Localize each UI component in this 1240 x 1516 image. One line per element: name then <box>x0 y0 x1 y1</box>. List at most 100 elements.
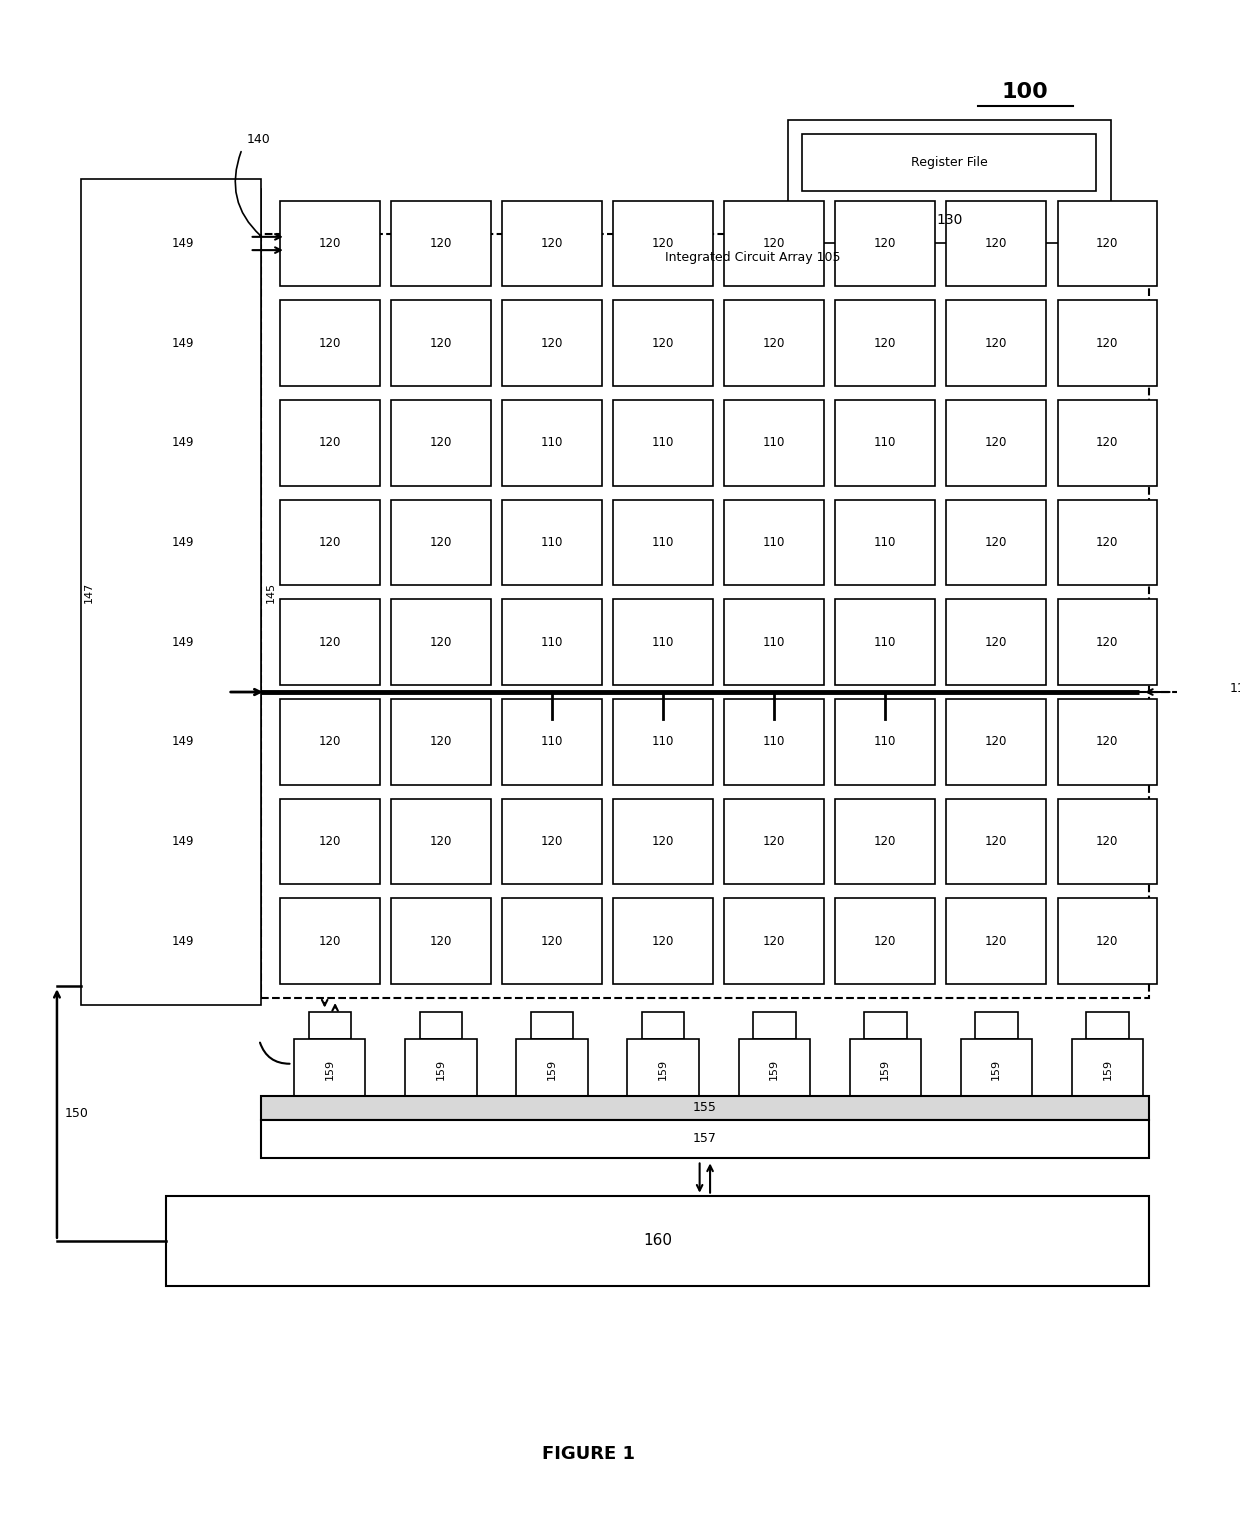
Text: 110: 110 <box>541 735 563 749</box>
Text: 159: 159 <box>1102 1060 1112 1081</box>
Bar <box>614 400 713 485</box>
Text: 120: 120 <box>319 236 341 250</box>
Text: 120: 120 <box>430 337 453 350</box>
Text: 149: 149 <box>171 735 193 749</box>
Text: 120: 120 <box>1096 537 1118 549</box>
Text: 110: 110 <box>541 437 563 449</box>
Bar <box>836 200 935 287</box>
Text: 155: 155 <box>693 1101 717 1114</box>
Text: 120: 120 <box>1096 635 1118 649</box>
Text: 120: 120 <box>319 337 341 350</box>
Text: 110: 110 <box>652 635 675 649</box>
Bar <box>502 500 601 585</box>
Text: 120: 120 <box>874 835 897 847</box>
Bar <box>138 208 228 279</box>
Text: 116: 116 <box>1229 682 1240 694</box>
Text: 120: 120 <box>985 337 1007 350</box>
Text: Integrated Circuit Array 105: Integrated Circuit Array 105 <box>665 252 839 264</box>
Bar <box>1058 899 1157 984</box>
Bar <box>280 699 379 785</box>
Text: 150: 150 <box>64 1107 88 1120</box>
Text: 157: 157 <box>693 1132 717 1145</box>
Text: 110: 110 <box>652 537 675 549</box>
Bar <box>614 899 713 984</box>
Text: 120: 120 <box>541 935 563 948</box>
Text: Register File: Register File <box>911 156 988 170</box>
Text: 120: 120 <box>1096 337 1118 350</box>
Text: 110: 110 <box>652 735 675 749</box>
Bar <box>128 190 262 996</box>
Text: 120: 120 <box>430 935 453 948</box>
Text: 120: 120 <box>319 537 341 549</box>
Text: 159: 159 <box>547 1060 557 1081</box>
Bar <box>280 200 379 287</box>
Text: 120: 120 <box>985 835 1007 847</box>
Bar <box>309 1013 351 1038</box>
Text: FIGURE 1: FIGURE 1 <box>542 1445 635 1463</box>
Bar <box>228 631 252 653</box>
Text: 120: 120 <box>652 337 675 350</box>
Bar <box>724 699 825 785</box>
Bar <box>946 699 1047 785</box>
Bar <box>228 232 252 255</box>
Text: 120: 120 <box>652 935 675 948</box>
Bar <box>228 332 252 355</box>
Text: 110: 110 <box>874 437 897 449</box>
Text: 160: 160 <box>642 1233 672 1248</box>
Bar <box>228 929 252 954</box>
Text: 149: 149 <box>171 537 193 549</box>
Bar <box>946 300 1047 387</box>
Bar <box>391 300 491 387</box>
Text: 110: 110 <box>874 735 897 749</box>
Bar <box>946 899 1047 984</box>
Text: 110: 110 <box>874 537 897 549</box>
Text: 120: 120 <box>319 735 341 749</box>
Text: 149: 149 <box>171 635 193 649</box>
Bar <box>946 400 1047 485</box>
Bar <box>724 899 825 984</box>
Bar <box>724 400 825 485</box>
Text: 159: 159 <box>769 1060 779 1081</box>
Text: 110: 110 <box>874 635 897 649</box>
Text: 149: 149 <box>171 437 193 449</box>
Text: 120: 120 <box>763 337 785 350</box>
Text: 120: 120 <box>985 437 1007 449</box>
Text: 120: 120 <box>319 437 341 449</box>
Text: 120: 120 <box>319 835 341 847</box>
Text: 120: 120 <box>541 337 563 350</box>
Bar <box>262 1096 1148 1120</box>
Bar <box>836 400 935 485</box>
Bar <box>138 308 228 379</box>
Bar <box>724 500 825 585</box>
Text: 110: 110 <box>763 635 785 649</box>
Text: 120: 120 <box>763 236 785 250</box>
Text: 110: 110 <box>541 537 563 549</box>
Bar <box>1071 1038 1143 1101</box>
Bar <box>1058 200 1157 287</box>
Bar <box>946 200 1047 287</box>
Text: 120: 120 <box>1096 835 1118 847</box>
Bar <box>614 699 713 785</box>
Bar <box>961 1038 1032 1101</box>
Text: 149: 149 <box>171 236 193 250</box>
Bar <box>724 300 825 387</box>
Text: 130: 130 <box>936 212 962 227</box>
FancyArrowPatch shape <box>260 1043 290 1064</box>
Bar <box>836 300 935 387</box>
Bar <box>391 400 491 485</box>
Text: 149: 149 <box>171 835 193 847</box>
Bar <box>946 599 1047 685</box>
Text: 120: 120 <box>319 935 341 948</box>
Text: 120: 120 <box>874 337 897 350</box>
Bar <box>391 799 491 884</box>
Text: 120: 120 <box>430 236 453 250</box>
Bar <box>502 799 601 884</box>
Bar <box>802 135 1096 191</box>
Bar <box>787 120 1111 244</box>
Text: 149: 149 <box>171 337 193 350</box>
Bar <box>138 807 228 878</box>
Bar <box>280 899 379 984</box>
Text: 140: 140 <box>247 133 270 146</box>
Text: 159: 159 <box>991 1060 1001 1081</box>
Text: 120: 120 <box>874 236 897 250</box>
